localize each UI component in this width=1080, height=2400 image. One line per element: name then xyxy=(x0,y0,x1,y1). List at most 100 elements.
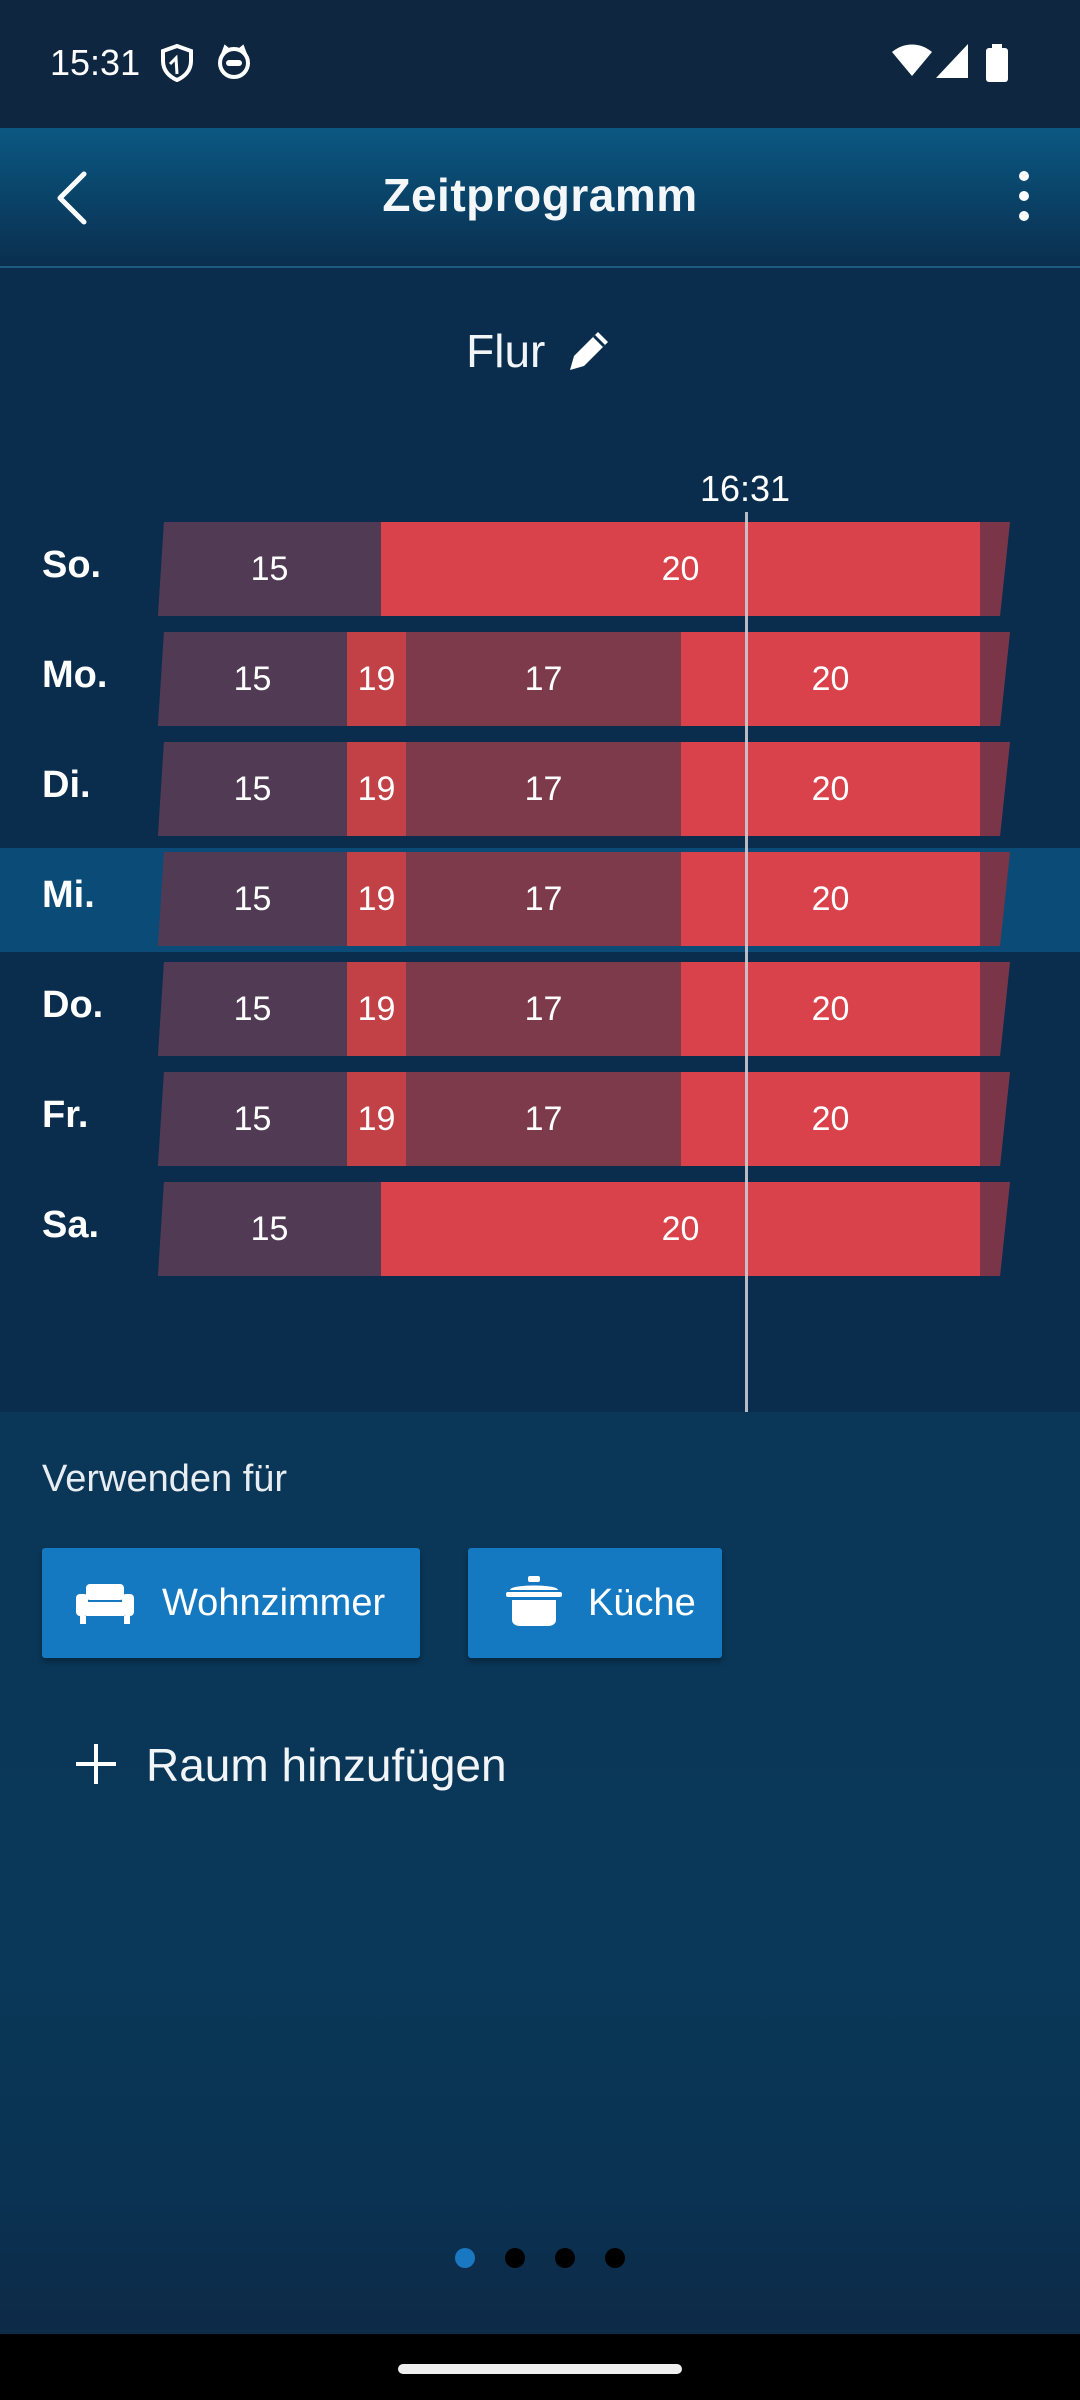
shield-icon xyxy=(161,44,193,82)
segment-temperature: 20 xyxy=(811,990,850,1028)
system-navigation-bar xyxy=(0,2334,1080,2400)
app-bar: Zeitprogramm xyxy=(0,128,1080,268)
segment-temperature: 20 xyxy=(661,1210,700,1248)
segment-temperature: 20 xyxy=(811,770,850,808)
day-label: Do. xyxy=(42,984,104,1026)
temperature-segment[interactable]: 17 xyxy=(406,742,681,836)
current-time-line xyxy=(745,512,748,1572)
segment-temperature: 17 xyxy=(524,880,563,918)
pencil-icon[interactable] xyxy=(564,326,614,376)
segment-end-cap xyxy=(980,1072,1010,1166)
page-dot[interactable] xyxy=(505,2248,525,2268)
page-dot[interactable] xyxy=(605,2248,625,2268)
temperature-segment[interactable]: 19 xyxy=(347,742,406,836)
day-schedule-bar[interactable]: 15 20 xyxy=(158,1182,1010,1276)
segment-temperature: 15 xyxy=(233,1100,272,1138)
temperature-segment[interactable]: 15 xyxy=(158,1182,381,1276)
segment-temperature: 15 xyxy=(250,550,289,588)
add-room-label: Raum hinzufügen xyxy=(146,1739,507,1791)
day-row[interactable]: So. 15 20 xyxy=(0,522,1080,618)
temperature-segment[interactable]: 20 xyxy=(681,632,980,726)
home-gesture-handle[interactable] xyxy=(398,2364,682,2374)
day-schedule-bar[interactable]: 15 19 17 20 xyxy=(158,852,1010,946)
plus-icon xyxy=(76,1744,116,1784)
segment-end-cap xyxy=(980,742,1010,836)
room-button-kueche[interactable]: Küche xyxy=(468,1548,722,1658)
day-label: Mo. xyxy=(42,654,108,696)
segment-temperature: 15 xyxy=(233,660,272,698)
segment-temperature: 17 xyxy=(524,990,563,1028)
temperature-segment[interactable]: 17 xyxy=(406,632,681,726)
more-vert-icon[interactable] xyxy=(1000,168,1048,228)
day-schedule-bar[interactable]: 15 19 17 20 xyxy=(158,962,1010,1056)
segment-temperature: 17 xyxy=(524,770,563,808)
day-row[interactable]: Mo. 15 19 17 20 xyxy=(0,632,1080,728)
segment-end-cap xyxy=(980,962,1010,1056)
segment-end-cap xyxy=(980,852,1010,946)
day-schedule-bar[interactable]: 15 20 xyxy=(158,522,1010,616)
segment-end-cap xyxy=(980,1182,1010,1276)
segment-temperature: 19 xyxy=(357,770,396,808)
temperature-segment[interactable]: 15 xyxy=(158,632,347,726)
day-row[interactable]: Fr. 15 19 17 20 xyxy=(0,1072,1080,1168)
segment-temperature: 19 xyxy=(357,660,396,698)
temperature-segment[interactable]: 17 xyxy=(406,852,681,946)
day-row[interactable]: Sa. 15 20 xyxy=(0,1182,1080,1278)
temperature-segment[interactable]: 20 xyxy=(381,1182,980,1276)
back-button[interactable] xyxy=(40,158,110,238)
temperature-segment[interactable]: 17 xyxy=(406,962,681,1056)
temperature-segment[interactable]: 15 xyxy=(158,1072,347,1166)
segment-temperature: 20 xyxy=(811,1100,850,1138)
temperature-segment[interactable]: 20 xyxy=(381,522,980,616)
temperature-segment[interactable]: 15 xyxy=(158,852,347,946)
room-name: Flur xyxy=(466,325,546,377)
day-label: Fr. xyxy=(42,1094,89,1136)
segment-temperature: 19 xyxy=(357,880,396,918)
temperature-segment[interactable]: 19 xyxy=(347,1072,406,1166)
day-label: Di. xyxy=(42,764,91,806)
use-for-heading: Verwenden für xyxy=(42,1458,288,1500)
day-schedule-bar[interactable]: 15 19 17 20 xyxy=(158,632,1010,726)
day-schedule-bar[interactable]: 15 19 17 20 xyxy=(158,1072,1010,1166)
segment-end-cap xyxy=(980,522,1010,616)
status-time: 15:31 xyxy=(50,42,141,83)
temperature-segment[interactable]: 20 xyxy=(681,1072,980,1166)
temperature-segment[interactable]: 20 xyxy=(681,852,980,946)
sofa-icon xyxy=(76,1584,134,1624)
segment-temperature: 15 xyxy=(250,1210,289,1248)
schedule-panel: Flur 16:31 So. 15 20 Mo. 15 19 17 20 Di. 15 19 17 20… xyxy=(0,268,1080,1680)
day-row[interactable]: Do. 15 19 17 20 xyxy=(0,962,1080,1058)
temperature-segment[interactable]: 19 xyxy=(347,962,406,1056)
status-bar: 15:31 xyxy=(0,0,1080,128)
segment-temperature: 19 xyxy=(357,990,396,1028)
day-schedule-bar[interactable]: 15 19 17 20 xyxy=(158,742,1010,836)
segment-temperature: 15 xyxy=(233,880,272,918)
segment-temperature: 20 xyxy=(661,550,700,588)
temperature-segment[interactable]: 19 xyxy=(347,852,406,946)
cat-face-icon xyxy=(218,44,250,79)
day-label: Sa. xyxy=(42,1204,100,1246)
temperature-segment[interactable]: 17 xyxy=(406,1072,681,1166)
temperature-segment[interactable]: 19 xyxy=(347,632,406,726)
page-indicator xyxy=(0,2248,1080,2278)
day-row[interactable]: Di. 15 19 17 20 xyxy=(0,742,1080,838)
page-dot[interactable] xyxy=(455,2248,475,2268)
signal-icon xyxy=(936,44,968,78)
use-for-panel: Verwenden für Wohnzimmer Küche Raum hinz… xyxy=(0,1412,1080,2334)
temperature-segment[interactable]: 15 xyxy=(158,522,381,616)
segment-temperature: 20 xyxy=(811,880,850,918)
temperature-segment[interactable]: 20 xyxy=(681,742,980,836)
day-label: Mi. xyxy=(42,874,95,916)
temperature-segment[interactable]: 15 xyxy=(158,962,347,1056)
day-row[interactable]: Mi. 15 19 17 20 xyxy=(0,852,1080,948)
segment-end-cap xyxy=(980,632,1010,726)
segment-temperature: 15 xyxy=(233,990,272,1028)
day-label: So. xyxy=(42,544,102,586)
page-dot[interactable] xyxy=(555,2248,575,2268)
temperature-segment[interactable]: 20 xyxy=(681,962,980,1056)
temperature-segment[interactable]: 15 xyxy=(158,742,347,836)
cooking-pot-icon xyxy=(506,1576,562,1626)
room-title: Flur xyxy=(0,324,1080,378)
room-button-wohnzimmer[interactable]: Wohnzimmer xyxy=(42,1548,420,1658)
wifi-icon xyxy=(892,44,932,76)
